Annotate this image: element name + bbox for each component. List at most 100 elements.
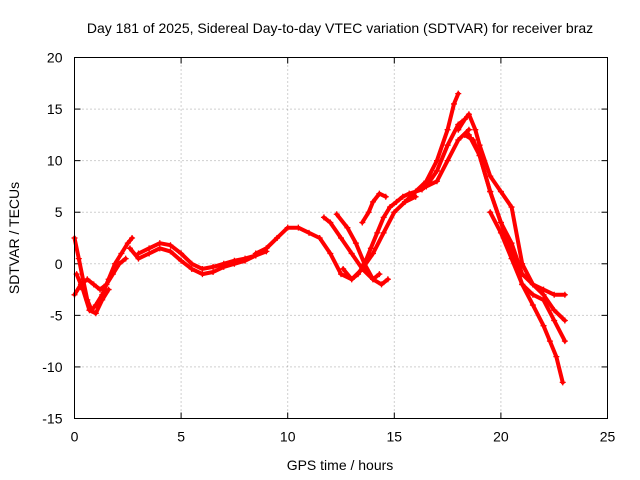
data-point [455, 90, 462, 97]
data-point [472, 126, 479, 133]
data-point [433, 167, 440, 174]
data-point [376, 190, 383, 197]
data-point [444, 157, 451, 164]
data-point [380, 214, 387, 221]
plot-frame [74, 57, 608, 419]
data-point [355, 271, 362, 278]
x-tick-label: 5 [177, 429, 185, 445]
x-tick-label: 25 [600, 429, 616, 445]
data-point [384, 276, 391, 283]
data-point [178, 250, 185, 257]
data-point [393, 198, 400, 205]
x-tick-label: 15 [387, 429, 403, 445]
data-point [433, 178, 440, 185]
data-point [497, 219, 504, 226]
data-point [399, 193, 406, 200]
data-point [546, 338, 553, 345]
data-point [146, 245, 153, 252]
data-point [284, 224, 291, 231]
data-point [369, 198, 376, 205]
y-tick-label: 15 [47, 101, 63, 117]
data-point [333, 211, 340, 218]
data-point [508, 204, 515, 211]
data-point [86, 307, 93, 314]
chart-title: Day 181 of 2025, Sidereal Day-to-day VTE… [87, 20, 593, 36]
data-point [455, 126, 462, 133]
data-point [540, 286, 547, 293]
x-axis-label: GPS time / hours [287, 457, 394, 473]
x-tick-label: 20 [493, 429, 509, 445]
data-point [116, 260, 123, 267]
data-point [109, 271, 116, 278]
data-point [126, 245, 133, 252]
series-layer [71, 90, 568, 386]
y-tick-label: -10 [42, 359, 62, 375]
data-point [487, 188, 494, 195]
data-point [497, 229, 504, 236]
y-tick-label: 5 [55, 204, 63, 220]
data-point [84, 276, 91, 283]
data-point [412, 193, 419, 200]
data-point [340, 265, 347, 272]
data-point [559, 379, 566, 386]
series-13 [423, 126, 472, 190]
data-point [327, 250, 334, 257]
data-point [124, 240, 131, 247]
data-point [444, 126, 451, 133]
data-point [519, 271, 526, 278]
data-point [103, 281, 110, 288]
data-point [178, 257, 185, 264]
data-point [97, 286, 104, 293]
data-point [188, 265, 195, 272]
data-point [380, 229, 387, 236]
data-point [199, 265, 206, 272]
data-point [378, 281, 385, 288]
data-point [561, 291, 568, 298]
data-point [423, 183, 430, 190]
y-tick-label: 20 [47, 50, 63, 66]
data-point [252, 250, 259, 257]
series-17 [487, 209, 566, 386]
series-3 [73, 271, 112, 317]
data-point [369, 250, 376, 257]
series-line [466, 132, 567, 297]
data-point [391, 209, 398, 216]
data-point [508, 255, 515, 262]
y-tick-label: 10 [47, 153, 63, 169]
data-point [75, 255, 82, 262]
data-point [263, 245, 270, 252]
data-point [122, 255, 129, 262]
data-point [210, 263, 217, 270]
data-point [242, 257, 249, 264]
data-point [455, 137, 462, 144]
data-point [156, 245, 163, 252]
data-point [338, 235, 344, 241]
data-point [369, 276, 376, 283]
data-point [465, 126, 472, 133]
data-point [376, 271, 383, 278]
data-point [167, 242, 174, 249]
series-16 [465, 131, 568, 298]
data-point [316, 235, 323, 241]
data-point [146, 250, 153, 257]
data-point [344, 224, 351, 231]
data-point [118, 250, 125, 257]
data-point [90, 281, 97, 288]
data-point [80, 286, 87, 293]
data-point [231, 260, 238, 267]
data-point [338, 271, 344, 278]
data-point [99, 296, 106, 303]
x-tick-label: 0 [71, 429, 79, 445]
data-point [365, 209, 372, 216]
data-point [374, 229, 381, 236]
data-point [444, 142, 451, 149]
data-point [220, 263, 227, 270]
data-point [487, 173, 494, 180]
data-point [188, 260, 195, 267]
data-point [551, 307, 558, 314]
data-point [348, 250, 355, 257]
data-point [274, 235, 281, 241]
data-point [105, 286, 112, 293]
data-point [497, 188, 504, 195]
data-point [382, 193, 389, 200]
